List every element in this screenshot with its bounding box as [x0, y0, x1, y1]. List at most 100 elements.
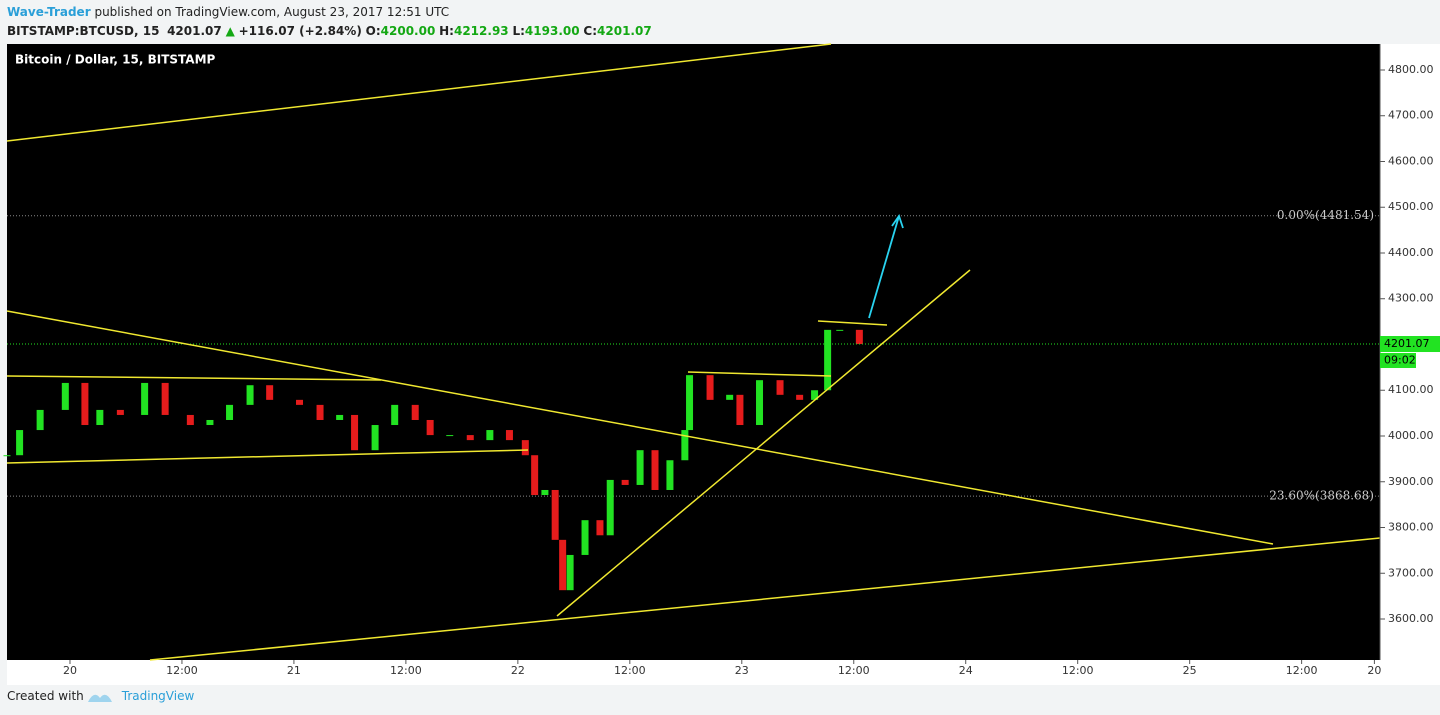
- candle: [61, 382, 69, 410]
- candle: [636, 450, 644, 485]
- trend-line: [6, 375, 382, 381]
- x-tick-label: 12:00: [838, 664, 870, 677]
- candle: [266, 385, 274, 400]
- trend-line: [149, 537, 1381, 661]
- arrow-head: [891, 214, 904, 229]
- candle: [116, 409, 124, 415]
- candle: [446, 435, 454, 437]
- candle: [16, 430, 24, 456]
- plot-bg: [7, 44, 1380, 660]
- y-tick-label: 4500.00: [1388, 200, 1434, 213]
- candle: [811, 390, 819, 400]
- y-tick-label: 3700.00: [1388, 566, 1434, 579]
- candle: [776, 380, 784, 395]
- x-tick-label: 20: [1367, 664, 1381, 677]
- change: +116.07 (+2.84%): [238, 24, 362, 38]
- y-tick-label: 4700.00: [1388, 109, 1434, 122]
- ohlc-value: 4212.93: [453, 24, 509, 38]
- quote-line: BITSTAMP:BTCUSD, 15 4201.07 ▲ +116.07 (+…: [7, 22, 652, 41]
- trend-line: [817, 320, 888, 326]
- countdown-label: 09:02: [1384, 354, 1416, 367]
- last-price-label: 4201.07: [1384, 337, 1430, 350]
- last-price-box: [1380, 336, 1440, 353]
- ohlc: O:4200.00 H:4212.93 L:4193.00 C:4201.07: [366, 24, 652, 38]
- x-tick-label: 25: [1183, 664, 1197, 677]
- arrow-shaft: [868, 215, 900, 319]
- brand[interactable]: TradingView: [121, 689, 195, 703]
- x-tick-label: 12:00: [1062, 664, 1094, 677]
- symbol: BITSTAMP:BTCUSD, 15: [7, 24, 160, 38]
- last: 4201.07: [167, 24, 222, 38]
- ohlc-label: O:: [365, 24, 381, 38]
- ohlc-label: C:: [583, 24, 598, 38]
- ohlc-label: L:: [512, 24, 525, 38]
- author[interactable]: Wave-Trader: [7, 5, 91, 19]
- y-tick-label: 4300.00: [1388, 292, 1434, 305]
- candle: [824, 329, 832, 391]
- candle: [161, 382, 169, 415]
- trend-line: [6, 449, 529, 464]
- candle: [596, 520, 604, 536]
- candle: [505, 430, 513, 441]
- publish-line: Wave-Trader published on TradingView.com…: [7, 3, 652, 22]
- candle: [391, 404, 399, 426]
- candle: [566, 554, 574, 591]
- trend-line: [6, 310, 1274, 545]
- candle: [726, 394, 734, 400]
- x-tick-label: 24: [959, 664, 973, 677]
- candle: [756, 380, 764, 426]
- ohlc-label: H:: [439, 24, 454, 38]
- candle: [559, 539, 567, 591]
- logo: [88, 694, 112, 702]
- ohlc-value: 4201.07: [597, 24, 652, 38]
- chart: Bitcoin / Dollar, 15, BITSTAMP 3600.00 37…: [3, 43, 1440, 685]
- candle: [706, 375, 714, 400]
- published: published on TradingView.com, August 23,…: [94, 5, 450, 19]
- candle: [736, 394, 744, 426]
- y-tick-label: 4600.00: [1388, 154, 1434, 167]
- y-tick-label: 3900.00: [1388, 475, 1434, 488]
- ohlc-value: 4200.00: [380, 24, 436, 38]
- x-tick-label: 12:00: [166, 664, 198, 677]
- y-tick-label: 3800.00: [1388, 521, 1434, 534]
- x-tick-label: 21: [287, 664, 301, 677]
- x-tick-label: 12:00: [1286, 664, 1318, 677]
- trend-lines: [6, 43, 1381, 661]
- x-tick-label: 12:00: [614, 664, 646, 677]
- x-tick-label: 23: [735, 664, 749, 677]
- candle: [796, 394, 804, 400]
- candle: [316, 404, 324, 420]
- candle: [3, 455, 11, 457]
- chart-title: Bitcoin / Dollar, 15, BITSTAMP: [15, 53, 216, 67]
- footer: Created with TradingView: [7, 689, 194, 703]
- candle: [296, 399, 304, 405]
- y-tick-label: 3600.00: [1388, 612, 1434, 625]
- candle: [351, 414, 359, 451]
- y-tick-label: 4100.00: [1388, 383, 1434, 396]
- up-arrow: ▲: [225, 24, 235, 38]
- created-with: Created with: [7, 689, 84, 703]
- candle: [141, 382, 149, 415]
- candle: [466, 435, 474, 441]
- ohlc-value: 4193.00: [524, 24, 580, 38]
- candle: [371, 425, 379, 451]
- candle: [581, 520, 589, 555]
- trend-line: [556, 269, 971, 617]
- candle: [486, 430, 494, 441]
- header: Wave-Trader published on TradingView.com…: [7, 3, 652, 41]
- fib-label: 0.00%(4481.54): [1277, 208, 1374, 222]
- candle: [541, 489, 549, 496]
- candle: [651, 450, 659, 490]
- logo-cloud: [88, 694, 112, 702]
- candle: [411, 404, 419, 420]
- plot: [3, 215, 1380, 591]
- x-tick-label: 22: [511, 664, 525, 677]
- candle: [531, 455, 539, 496]
- fib-label: 23.60%(3868.68): [1269, 489, 1374, 503]
- y-tick-label: 4400.00: [1388, 246, 1434, 259]
- countdown-box: [1380, 353, 1416, 369]
- candle: [666, 460, 674, 490]
- candle: [36, 409, 44, 431]
- candle: [81, 382, 89, 426]
